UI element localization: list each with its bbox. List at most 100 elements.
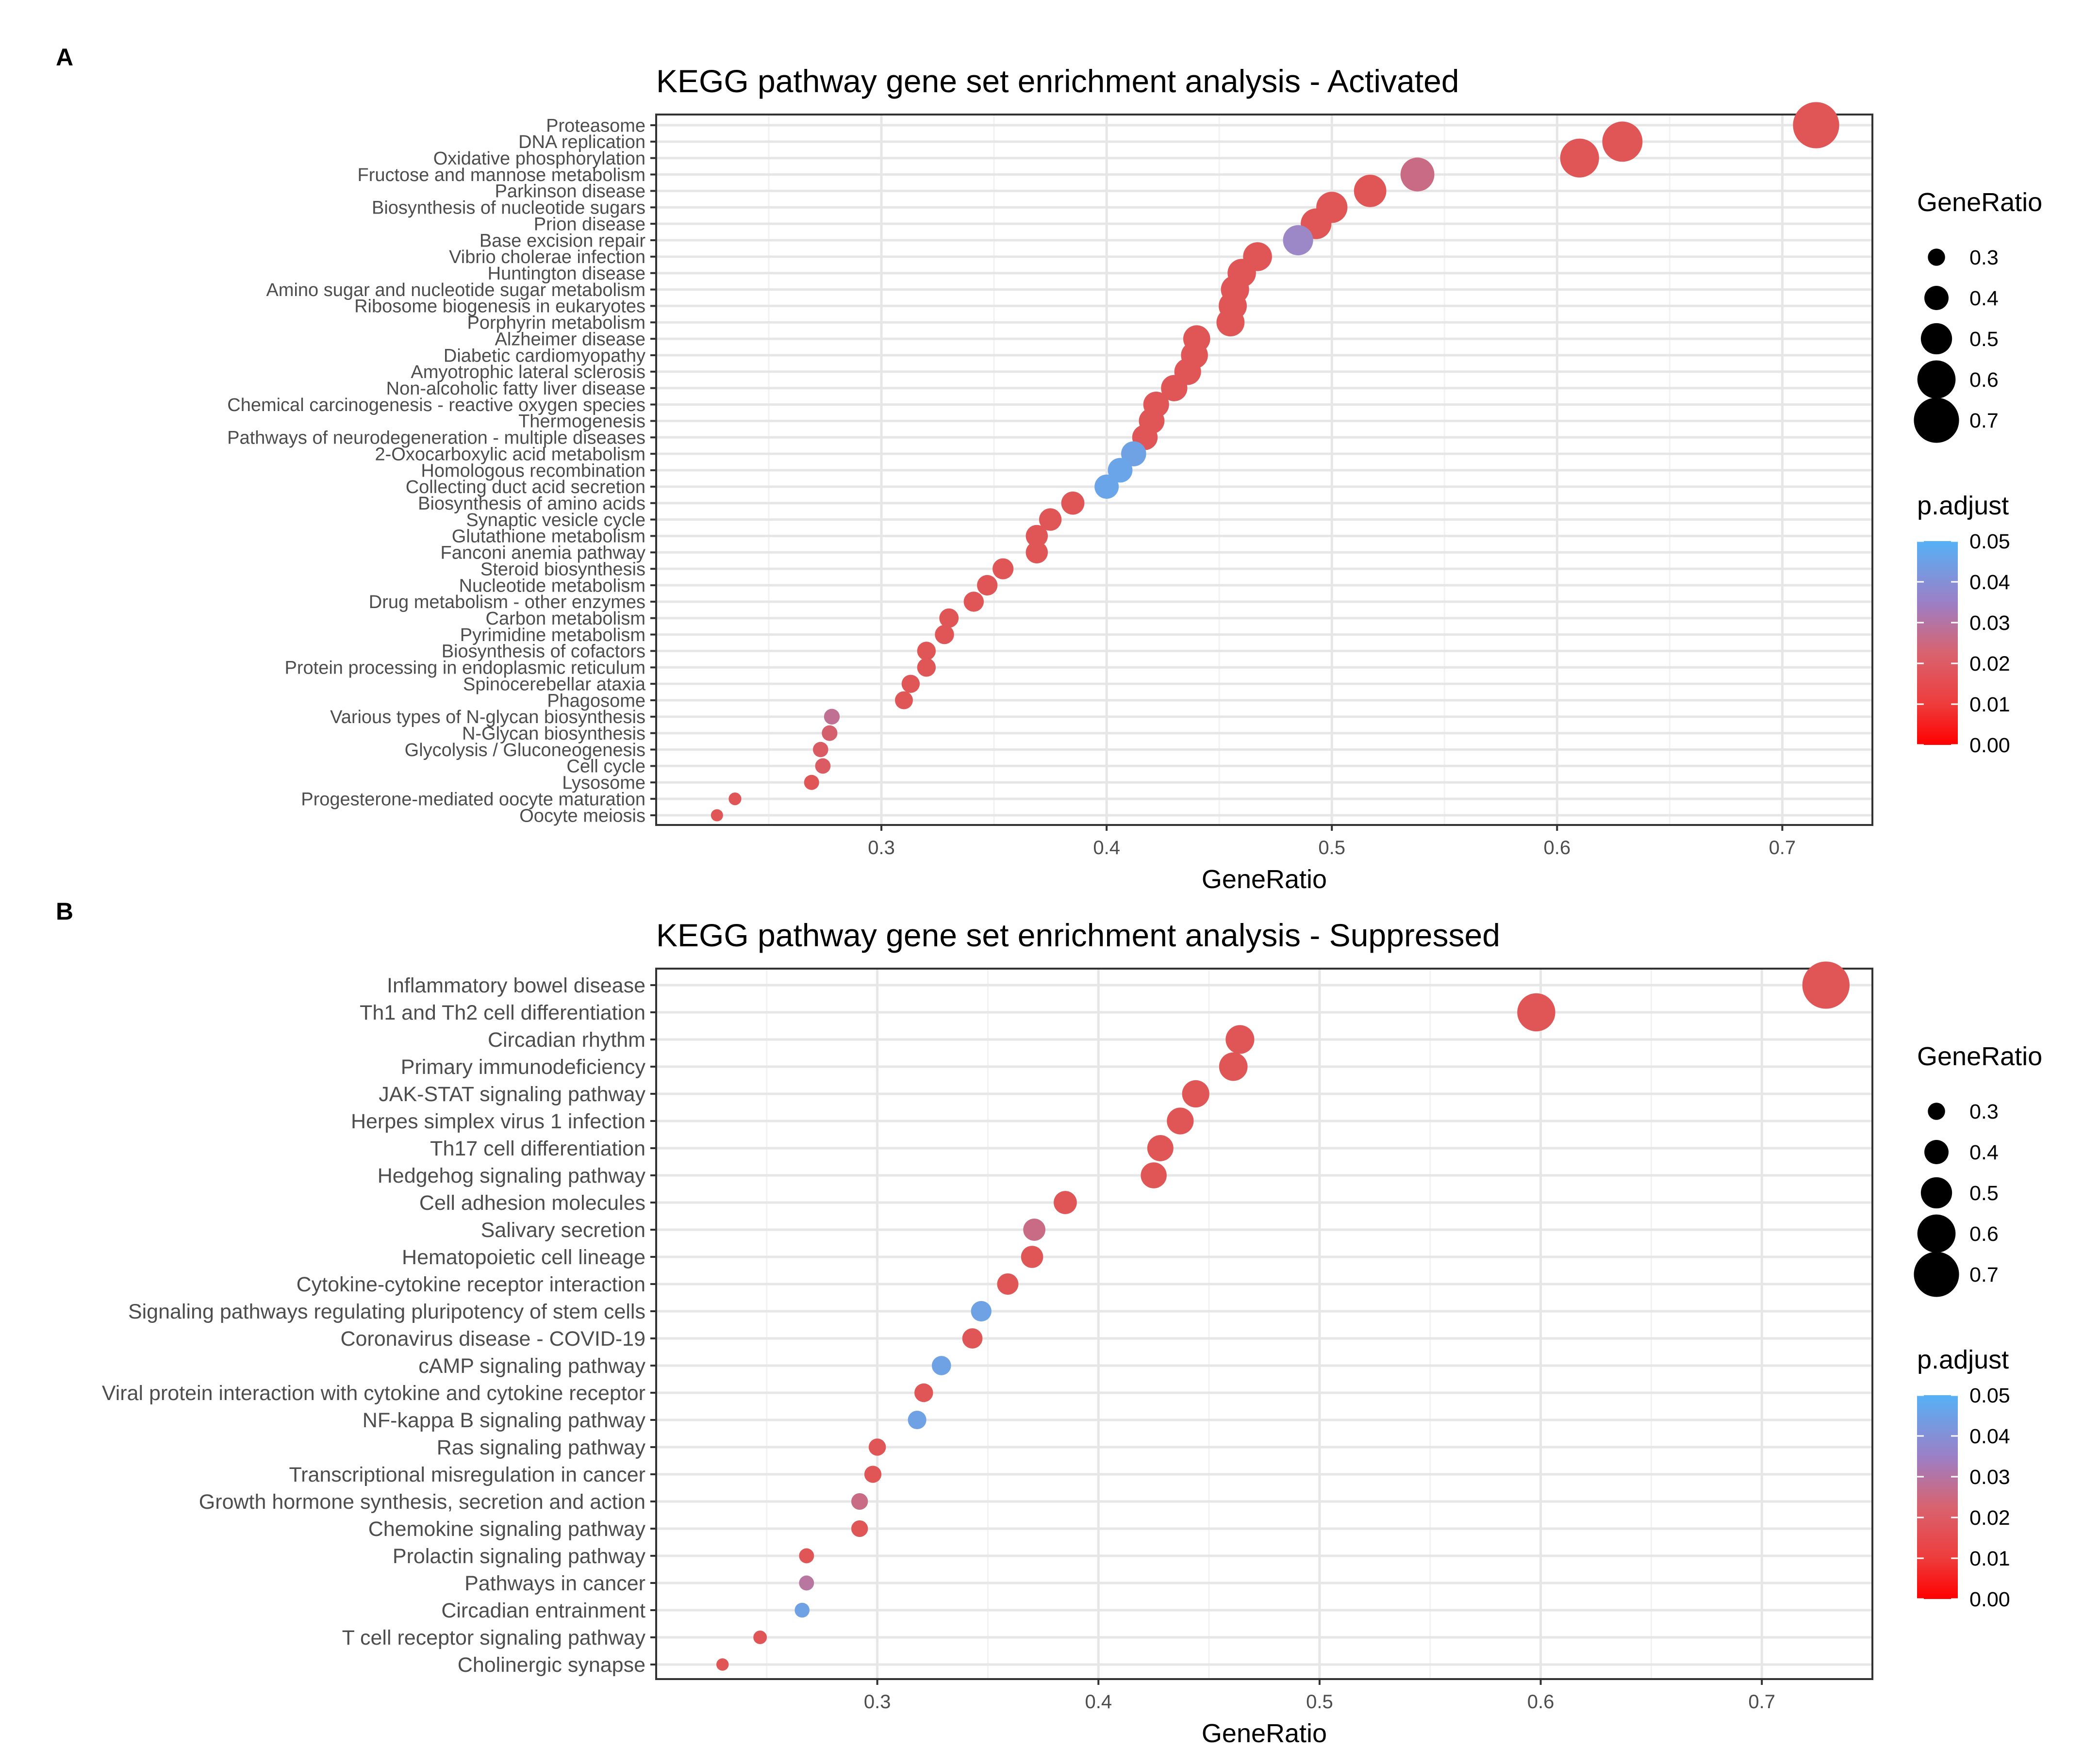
x-tick-label: 0.7 <box>1769 837 1796 858</box>
data-point <box>799 1548 814 1564</box>
data-point <box>1054 1191 1077 1214</box>
legend-size-label: 0.3 <box>1969 246 1999 269</box>
legend-size-label: 0.4 <box>1969 1141 1999 1164</box>
y-tick-label: Thermogenesis <box>518 412 645 432</box>
legend-color-label: 0.04 <box>1969 571 2010 594</box>
legend-size-label: 0.7 <box>1969 409 1999 432</box>
data-point <box>914 1383 933 1402</box>
y-tick-label: 2-Oxocarboxylic acid metabolism <box>375 444 645 464</box>
x-tick-label: 0.7 <box>1748 1691 1775 1713</box>
plot-frame <box>655 968 1873 1680</box>
legend-size-key <box>1914 397 1959 443</box>
data-point <box>1023 1219 1046 1241</box>
data-point <box>728 792 742 806</box>
data-point <box>1283 225 1313 256</box>
y-tick-label: Th1 and Th2 cell differentiation <box>360 1001 645 1024</box>
x-tick-label: 0.6 <box>1527 1691 1555 1713</box>
y-tick-label: Ribosome biogenesis in eukaryotes <box>354 297 645 317</box>
legend-color-label: 0.02 <box>1969 652 2010 676</box>
y-tick-label: Cell cycle <box>566 757 645 777</box>
data-point <box>917 658 936 677</box>
data-point <box>711 809 723 822</box>
data-point <box>851 1520 868 1537</box>
y-tick-label: Oocyte meiosis <box>519 806 645 826</box>
legend-size-title: GeneRatio <box>1917 1042 2042 1071</box>
panel-label: A <box>56 44 73 71</box>
y-tick-label: Amyotrophic lateral sclerosis <box>411 362 645 382</box>
y-tick-label: Salivary secretion <box>481 1219 645 1242</box>
x-tick-label: 0.3 <box>864 1691 891 1713</box>
legend-size-key <box>1920 1177 1952 1209</box>
y-tick-label: Pathways in cancer <box>464 1572 645 1595</box>
legend-color-label: 0.01 <box>1969 693 2010 716</box>
y-tick-label: Nucleotide metabolism <box>459 576 645 596</box>
panel-a: A KEGG pathway gene set enrichment analys… <box>56 44 2042 894</box>
y-tick-label: Primary immunodeficiency <box>401 1055 646 1079</box>
y-tick-label: Drug metabolism - other enzymes <box>369 592 645 612</box>
x-tick-label: 0.5 <box>1306 1691 1333 1713</box>
data-point <box>1039 508 1062 531</box>
y-tick-label: Transcriptional misregulation in cancer <box>289 1463 645 1486</box>
data-point <box>1147 1135 1174 1161</box>
x-tick-label: 0.5 <box>1318 837 1345 858</box>
y-tick-label: Prion disease <box>534 214 645 234</box>
data-point <box>1182 1080 1209 1108</box>
legend-color-label: 0.00 <box>1969 734 2010 757</box>
y-tick-label: Growth hormone synthesis, secretion and … <box>199 1490 645 1514</box>
data-point <box>895 691 913 709</box>
data-point <box>1560 138 1599 178</box>
data-point <box>1094 474 1119 499</box>
y-tick-label: Lysosome <box>562 773 645 793</box>
data-point <box>1602 121 1643 162</box>
legend-color-label: 0.01 <box>1969 1547 2010 1570</box>
y-tick-label: Cytokine-cytokine receptor interaction <box>297 1273 645 1296</box>
data-point <box>935 625 954 644</box>
data-point <box>864 1466 882 1483</box>
data-point <box>963 592 984 612</box>
data-point <box>851 1493 868 1510</box>
legend-size-key <box>1924 286 1949 310</box>
y-tick-label: Non-alcoholic fatty liver disease <box>386 379 645 399</box>
x-axis-label: GeneRatio <box>1202 1719 1327 1748</box>
legend-color-label: 0.02 <box>1969 1506 2010 1530</box>
data-point <box>815 758 831 774</box>
legend-size-key <box>1920 323 1952 355</box>
y-tick-label: Collecting duct acid secretion <box>406 477 645 497</box>
data-point <box>824 709 840 725</box>
y-tick-label: Protein processing in endoplasmic reticu… <box>285 658 645 678</box>
data-point <box>1354 175 1387 207</box>
legend-size-label: 0.7 <box>1969 1263 1999 1286</box>
legend-color-title: p.adjust <box>1917 1345 2009 1374</box>
y-tick-label: Hedgehog signaling pathway <box>378 1164 646 1187</box>
data-point <box>971 1301 992 1322</box>
y-tick-label: DNA replication <box>518 132 645 152</box>
y-tick-label: Base excision repair <box>480 231 646 251</box>
y-tick-label: Pathways of neurodegeneration - multiple… <box>227 428 645 448</box>
data-point <box>901 675 920 693</box>
data-point <box>1025 525 1048 547</box>
y-tick-label: Parkinson disease <box>495 181 645 202</box>
legend-size-label: 0.6 <box>1969 1222 1999 1246</box>
legend-size-key <box>1928 1103 1945 1120</box>
legend-size-key <box>1924 1140 1949 1164</box>
x-tick-label: 0.6 <box>1543 837 1571 858</box>
y-tick-label: Spinocerebellar ataxia <box>463 674 646 694</box>
data-point <box>1141 1162 1167 1188</box>
chart-title: KEGG pathway gene set enrichment analysi… <box>656 917 1500 953</box>
y-tick-label: Signaling pathways regulating pluripoten… <box>128 1300 645 1323</box>
y-tick-label: Coronavirus disease - COVID-19 <box>340 1327 645 1351</box>
data-point <box>1517 993 1555 1032</box>
data-point <box>1802 961 1850 1009</box>
data-point <box>794 1602 810 1618</box>
y-tick-label: Inflammatory bowel disease <box>387 974 645 997</box>
y-tick-label: Progesterone-mediated oocyte maturation <box>301 789 645 809</box>
y-tick-label: Biosynthesis of amino acids <box>418 494 645 514</box>
y-tick-label: Phagosome <box>547 691 645 711</box>
y-tick-label: Porphyrin metabolism <box>467 313 645 333</box>
data-point <box>962 1328 983 1349</box>
plot-area <box>656 969 1872 1679</box>
y-tick-label: Biosynthesis of nucleotide sugars <box>372 198 645 218</box>
legend-size-key <box>1914 1252 1959 1297</box>
y-tick-label: Herpes simplex virus 1 infection <box>351 1110 645 1133</box>
